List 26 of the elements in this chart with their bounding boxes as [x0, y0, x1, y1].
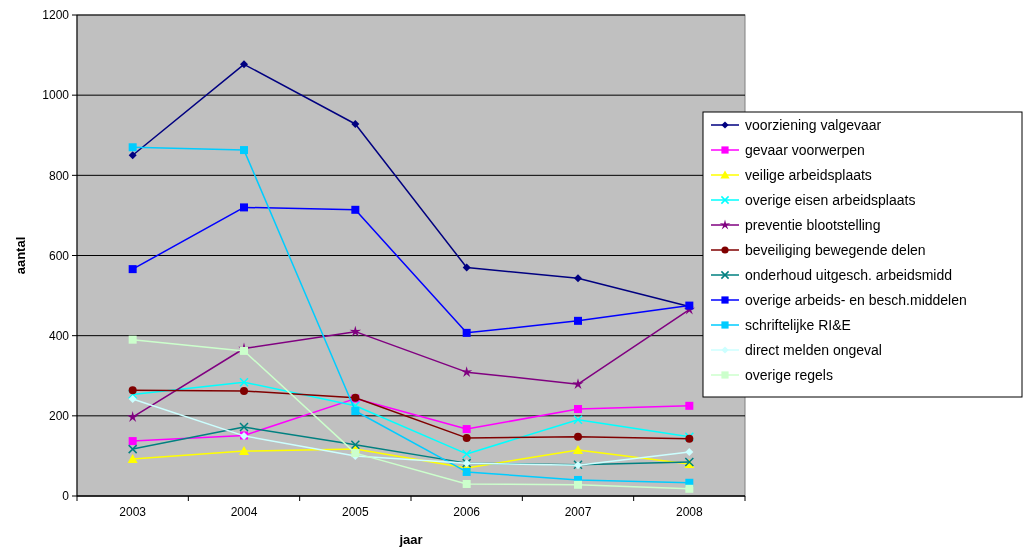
legend-label: overige eisen arbeidsplaats — [745, 191, 916, 208]
x-tick-label: 2003 — [119, 505, 147, 519]
y-tick-label: 600 — [48, 248, 70, 263]
y-axis-title: aantal — [13, 236, 28, 275]
legend-label: onderhoud uitgesch. arbeidsmidd — [745, 266, 953, 283]
y-tick-label: 800 — [48, 168, 70, 183]
y-tick-label: 400 — [48, 328, 70, 343]
y-tick-label: 1200 — [42, 8, 70, 23]
legend-label: overige regels — [745, 366, 833, 383]
legend-label: preventie blootstelling — [745, 216, 881, 233]
x-tick-label: 2004 — [230, 505, 258, 519]
y-tick-label: 200 — [48, 409, 70, 424]
legend-label: gevaar voorwerpen — [745, 141, 865, 158]
legend-label: schriftelijke RI&E — [745, 316, 851, 333]
x-tick-label: 2005 — [341, 505, 369, 519]
y-tick-label: 1000 — [42, 88, 70, 103]
legend-label: veilige arbeidsplaats — [745, 166, 872, 183]
x-tick-label: 2008 — [675, 505, 703, 519]
y-tick-label: 0 — [62, 489, 70, 504]
legend-label: voorziening valgevaar — [745, 116, 882, 133]
legend-label: beveiliging bewegende delen — [745, 241, 926, 258]
legend-label: direct melden ongeval — [745, 341, 882, 358]
legend-label: overige arbeids- en besch.middelen — [745, 291, 967, 308]
x-tick-label: 2007 — [564, 505, 592, 519]
x-tick-label: 2006 — [453, 505, 481, 519]
x-axis-title: jaar — [398, 532, 423, 547]
